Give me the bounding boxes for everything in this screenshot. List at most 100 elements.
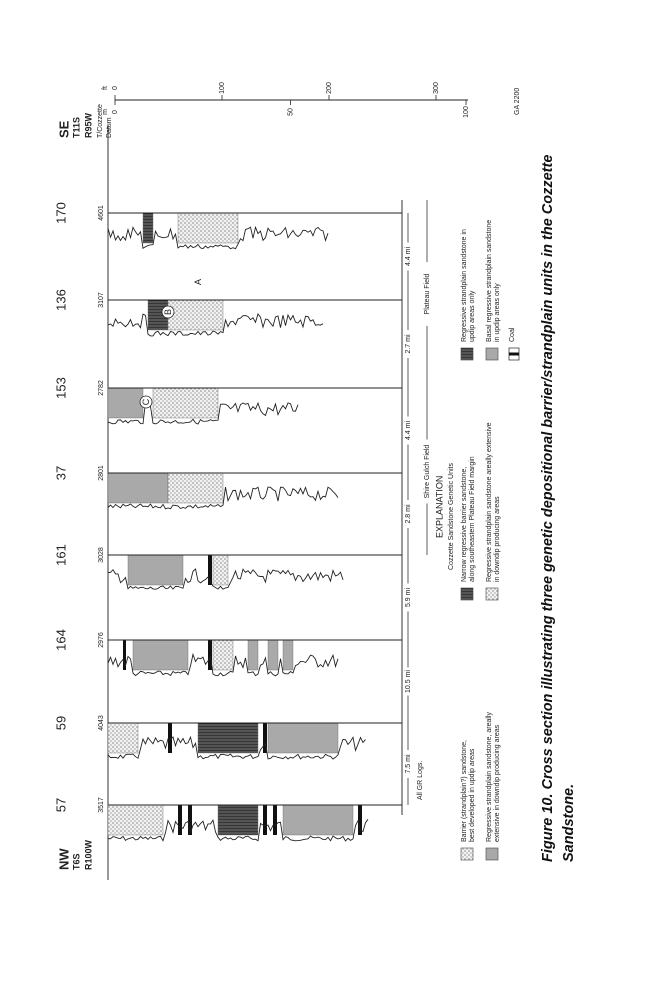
legend-text: in downdip producing areas — [494, 496, 501, 582]
nw-label: NW — [56, 848, 71, 870]
sand-unit — [167, 472, 224, 504]
sand-unit — [197, 722, 259, 754]
sand-unit — [107, 472, 169, 504]
se-label: SE — [56, 120, 71, 138]
well-name: 153 — [53, 377, 68, 399]
distance-bg — [403, 750, 413, 778]
distance: 10.5 mi — [405, 670, 412, 693]
field-name: Shire Gulch Field — [424, 445, 431, 499]
figure: NW SE T6S T11S R100W R95W T/Cozzette Datum 57 351… — [53, 82, 577, 880]
scale-label: 100 — [463, 106, 470, 118]
well-depth: 3517 — [98, 797, 105, 813]
distance-bg — [403, 667, 413, 696]
well-depth: 3107 — [98, 292, 105, 308]
gamma-log — [107, 400, 299, 425]
caption-line: Sandstone. — [561, 784, 577, 862]
distance: 4.4 mi — [405, 421, 412, 441]
gamma-log — [107, 225, 329, 250]
distance: 4.4 mi — [405, 247, 412, 267]
explanation-subtitle: Cozzette Sandstone Genetic Units — [448, 462, 455, 570]
distance: 5.9 mi — [405, 588, 412, 608]
legend-text: Narrow regressive barrier sandstone, — [461, 467, 468, 582]
sand-unit — [177, 212, 239, 244]
sand-unit — [282, 639, 294, 671]
well-name: 170 — [53, 202, 68, 224]
legend-text: in updip areas only — [494, 283, 501, 342]
sand-unit — [167, 299, 224, 331]
unit-label: A — [193, 279, 203, 285]
well-name: 161 — [53, 544, 68, 566]
coal-bed — [208, 555, 212, 585]
sand-unit — [217, 804, 259, 836]
legend-text: Regressive strandplain sandstone, areall… — [486, 712, 493, 842]
sand-unit — [267, 722, 339, 754]
legend-text: extensive in downdip producing areas — [494, 724, 501, 842]
well-name: 57 — [53, 798, 68, 812]
sand-unit — [282, 804, 354, 836]
coal-bed — [178, 805, 182, 835]
coal-bed — [263, 805, 267, 835]
unit-circle — [139, 395, 153, 409]
field-name: Plateau Field — [424, 273, 431, 314]
field-bg — [422, 439, 432, 504]
legend-swatch — [460, 347, 474, 361]
gamma-log — [107, 652, 339, 677]
sand-unit — [267, 639, 279, 671]
sand-unit — [107, 722, 139, 754]
sand-unit — [127, 554, 184, 586]
unit-circle — [161, 305, 175, 319]
sand-unit — [107, 387, 144, 419]
distance: 2.8 mi — [405, 504, 412, 524]
gamma-log — [107, 568, 344, 590]
distance-bg — [403, 242, 413, 271]
sand-unit — [152, 387, 219, 419]
scale-label: 0 — [112, 86, 119, 90]
sand-unit — [212, 554, 229, 586]
legend-swatch — [460, 847, 474, 861]
scale-label: 200 — [326, 82, 333, 94]
legend-text: Regressive strandplain sandstone areally… — [486, 422, 493, 582]
legend-swatch — [485, 847, 499, 861]
sand-unit — [107, 804, 164, 836]
figure-code: GA 2200 — [514, 88, 521, 115]
distance: 2.7 mi — [405, 334, 412, 354]
se-range: R95W — [83, 112, 93, 138]
explanation-title: EXPLANATION — [434, 476, 444, 538]
legend-text: along southeastern Plateau Field margin — [469, 456, 476, 582]
nw-township: T6S — [71, 853, 81, 870]
coal-bed — [358, 805, 362, 835]
legend-text: Barrier (strandplain?) sandstone, — [461, 740, 468, 842]
legend-swatch-bar — [509, 352, 519, 356]
sand-unit — [142, 212, 154, 244]
well-depth: 2976 — [98, 632, 105, 648]
log-note: All GR Logs. — [417, 761, 424, 800]
legend-text: updip areas only — [469, 290, 476, 342]
field-bg — [422, 262, 432, 326]
gamma-log — [107, 313, 324, 337]
coal-bed — [273, 805, 277, 835]
se-township: T11S — [71, 117, 81, 138]
se-datum: T/Cozzette — [97, 104, 104, 138]
legend-text: Basal regressive strandplain sandstone — [486, 220, 493, 342]
well-depth: 4043 — [98, 715, 105, 731]
sand-unit — [247, 639, 259, 671]
well-name: 37 — [53, 466, 68, 480]
legend-text: Coal — [509, 327, 516, 342]
well-name: 136 — [53, 289, 68, 311]
well-name: 164 — [53, 629, 68, 651]
well-depth: 2801 — [98, 465, 105, 481]
scale-label: 100 — [219, 82, 226, 94]
gamma-log — [107, 818, 369, 842]
sand-unit — [212, 639, 234, 671]
scale-label: 50 — [287, 108, 294, 116]
legend-text: Regressive strandplain sandstone in — [461, 229, 468, 342]
scale-label: 0 — [112, 110, 119, 114]
unit-label: B — [163, 309, 173, 315]
distance-bg — [403, 416, 413, 445]
distance: 7.5 mi — [405, 754, 412, 774]
unit-label: C — [141, 398, 151, 405]
gamma-log — [107, 486, 339, 510]
distance-bg — [403, 330, 413, 358]
legend-swatch — [485, 587, 499, 601]
